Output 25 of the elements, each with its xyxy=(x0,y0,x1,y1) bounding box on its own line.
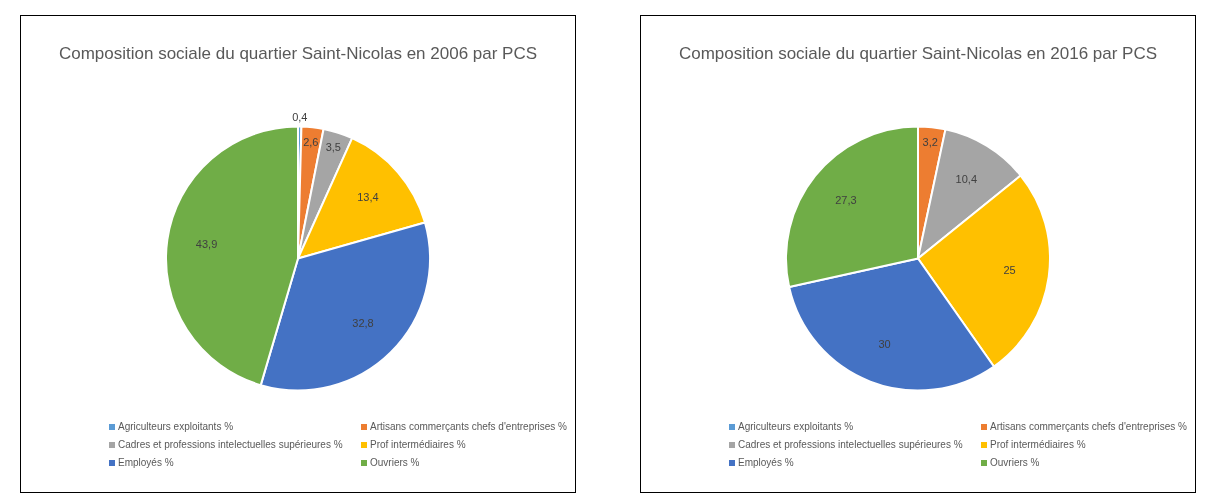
data-label: 2,6 xyxy=(303,136,319,149)
legend-label: Employés % xyxy=(118,457,174,468)
legend-label: Artisans commerçants chefs d'entreprises % xyxy=(370,421,567,432)
data-label: 3,5 xyxy=(325,140,341,153)
chart-title: Composition sociale du quartier Saint-Nicolas en 2016 par PCS xyxy=(677,44,1159,64)
data-label: 3,2 xyxy=(922,136,938,149)
legend-label: Cadres et professions intelectuelles supérieures % xyxy=(738,439,963,450)
data-label: 43,9 xyxy=(195,238,218,251)
legend-label: Employés % xyxy=(738,457,794,468)
data-label: 32,8 xyxy=(352,317,374,330)
data-label: 30 xyxy=(878,337,891,350)
chart-title: Composition sociale du quartier Saint-Nicolas en 2006 par PCS xyxy=(57,44,539,64)
legend-label: Ouvriers % xyxy=(990,457,1040,468)
legend-label: Prof intermédiaires % xyxy=(370,439,466,450)
legend-label: Cadres et professions intelectuelles supérieures % xyxy=(118,439,343,450)
data-label: 10,4 xyxy=(955,172,978,185)
legend-label: Prof intermédiaires % xyxy=(990,439,1086,450)
legend-label: Ouvriers % xyxy=(370,457,420,468)
data-label: 25 xyxy=(1003,264,1016,277)
legend-label: Artisans commerçants chefs d'entreprises % xyxy=(990,421,1187,432)
legend-label: Agriculteurs exploitants % xyxy=(738,421,854,432)
data-label: 27,3 xyxy=(835,193,857,206)
legend-label: Agriculteurs exploitants % xyxy=(118,421,234,432)
data-label: 13,4 xyxy=(357,191,379,204)
data-label: 0,4 xyxy=(292,110,308,123)
